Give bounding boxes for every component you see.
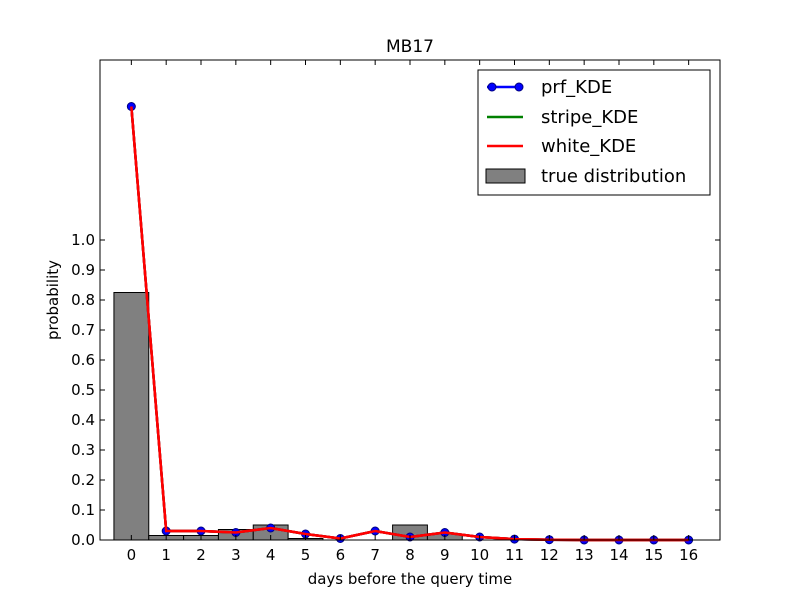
legend-label-stripe-kde: stripe_KDE <box>541 107 638 128</box>
y-tick-label: 0.6 <box>71 351 95 369</box>
x-tick-label: 6 <box>336 546 346 564</box>
y-tick-label: 0.5 <box>71 381 95 399</box>
legend-label-true-distribution: true distribution <box>541 166 686 187</box>
legend-marker-prf-kde <box>514 82 524 92</box>
y-tick-label: 0.8 <box>71 291 95 309</box>
x-tick-label: 14 <box>609 546 628 564</box>
legend-marker-prf-kde <box>487 82 497 92</box>
x-tick-label: 1 <box>161 546 171 564</box>
x-tick-label: 15 <box>644 546 663 564</box>
x-tick-label: 11 <box>505 546 524 564</box>
y-tick-label: 0.4 <box>71 411 95 429</box>
y-tick-label: 1.0 <box>71 231 95 249</box>
y-tick-label: 0.0 <box>71 531 95 549</box>
ticks-layer: 0 1 2 3 4 5 6 7 8 9 10 11 12 13 14 15 160.00.10.20.30.40… <box>71 60 720 564</box>
x-tick-label: 0 <box>127 546 137 564</box>
x-tick-label: 9 <box>440 546 450 564</box>
y-tick-label: 0.9 <box>71 261 95 279</box>
y-tick-label: 0.7 <box>71 321 95 339</box>
legend-label-prf-kde: prf_KDE <box>541 77 612 98</box>
y-tick-label: 0.3 <box>71 441 95 459</box>
bars-layer <box>113 292 463 541</box>
x-tick-label: 5 <box>301 546 311 564</box>
x-tick-label: 8 <box>405 546 415 564</box>
x-tick-label: 7 <box>370 546 380 564</box>
y-tick-label: 0.1 <box>71 501 95 519</box>
x-tick-label: 10 <box>470 546 489 564</box>
x-tick-label: 16 <box>679 546 698 564</box>
x-axis-label: days before the query time <box>308 570 513 588</box>
y-tick-label: 0.2 <box>71 471 95 489</box>
x-tick-label: 12 <box>540 546 559 564</box>
chart-title: MB17 <box>386 37 434 57</box>
x-tick-label: 3 <box>231 546 241 564</box>
bar-true-distribution <box>113 292 150 541</box>
x-tick-label: 4 <box>266 546 276 564</box>
y-axis-label: probability <box>44 260 62 340</box>
legend: prf_KDE stripe_KDE white_KDE true distri… <box>477 69 711 196</box>
x-tick-label: 2 <box>196 546 206 564</box>
legend-swatch-true-distribution <box>485 168 526 184</box>
legend-label-white-kde: white_KDE <box>541 136 636 157</box>
x-tick-label: 13 <box>575 546 594 564</box>
